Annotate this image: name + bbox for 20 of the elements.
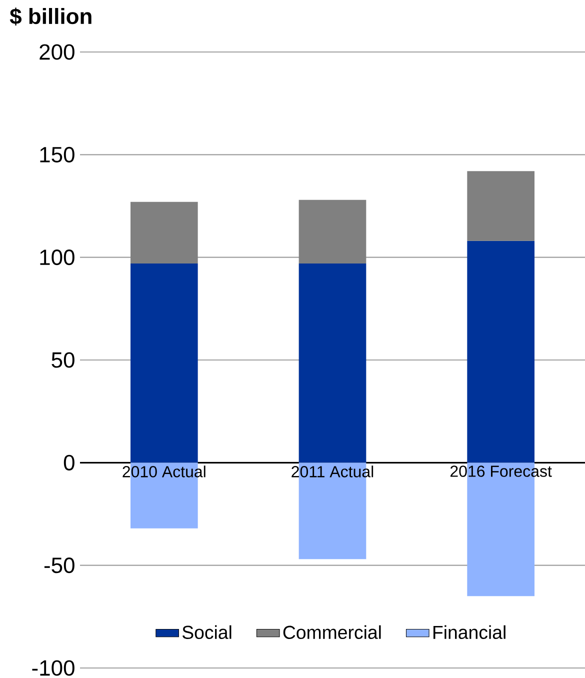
bar (298, 263, 366, 463)
bar (298, 200, 366, 264)
y-tick-label: 50 (52, 352, 74, 368)
legend-label: Commercial (283, 625, 381, 640)
bar (467, 240, 534, 463)
legend-label: Social (182, 625, 232, 640)
y-tick-label: -100 (32, 660, 74, 676)
legend-label: Financial (433, 625, 506, 640)
chart-title: $ billion (10, 8, 92, 26)
bar (130, 202, 198, 264)
bar (130, 263, 198, 463)
x-tick-label: 2010 Actual (122, 466, 206, 478)
y-tick-label: 200 (40, 44, 74, 60)
x-tick-label: 2011 Actual (292, 466, 374, 478)
y-tick-label: 150 (40, 146, 74, 162)
x-tick-label: 2016 Forecast (450, 466, 552, 477)
y-tick-label: -50 (44, 558, 74, 574)
y-tick-label: 100 (40, 250, 74, 266)
y-tick-label: 0 (64, 454, 74, 470)
bar (467, 171, 534, 241)
